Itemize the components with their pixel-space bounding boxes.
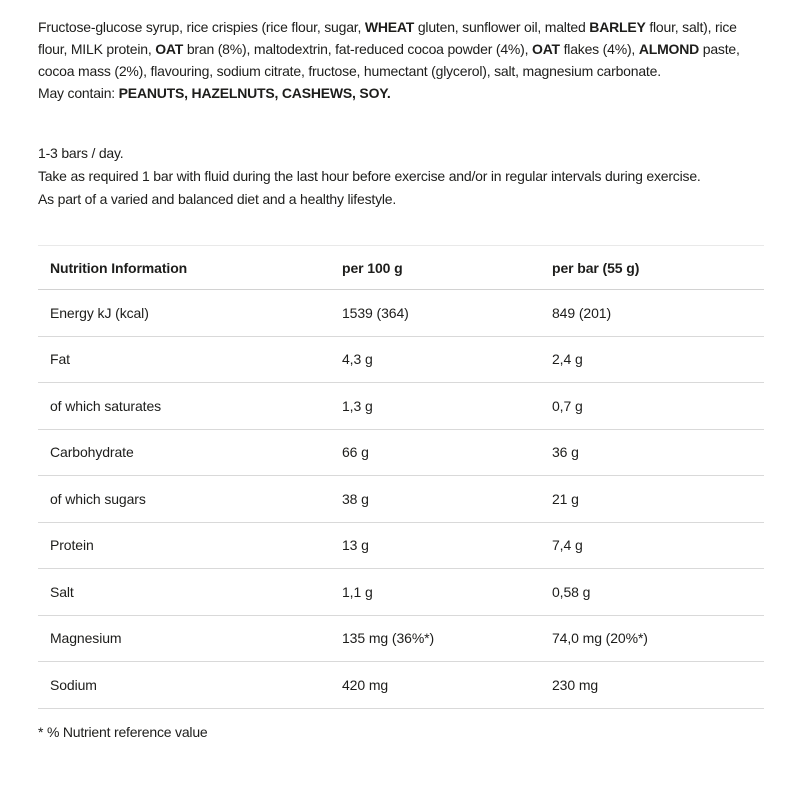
text-segment: flour, salt), rice flour, MILK protein, [38,19,737,57]
may-contain-text: May contain: PEANUTS, HAZELNUTS, CASHEWS… [38,82,764,104]
table-row-magnesium: Magnesium 135 mg (36%*) 74,0 mg (20%*) [38,616,764,662]
text-segment: May contain: [38,85,119,101]
nutrition-table: Nutrition Information per 100 g per bar … [38,245,764,709]
text-segment: flakes (4%), [559,41,639,57]
row-per-100g-value: 1539 (364) [342,304,409,321]
text-segment: paste, cocoa mass (2%), flavouring, sodi… [38,41,740,79]
table-row-sugars: of which sugars 38 g 21 g [38,476,764,523]
table-row-salt: Salt 1,1 g 0,58 g [38,569,764,616]
row-per-100g-value: 135 mg (36%*) [342,630,435,647]
row-per-bar-value: 7,4 g [552,537,583,554]
row-per-100g-value: 4,3 g [342,351,373,368]
allergen-text-segment: PEANUTS, HAZELNUTS, CASHEWS, SOY. [118,85,391,101]
nutrient-reference-footnote: * % Nutrient reference value [38,723,208,740]
usage-section: 1-3 bars / day. Take as required 1 bar w… [38,142,764,211]
row-per-100g-value: 66 g [342,444,369,461]
allergen-text-segment: WHEAT [364,19,415,35]
header-per-bar: per bar (55 g) [552,259,640,276]
usage-note-text: As part of a varied and balanced diet an… [38,191,397,207]
nutrition-table-header-row: Nutrition Information per 100 g per bar … [38,245,764,290]
row-per-bar-value: 2,4 g [552,351,583,368]
allergen-text-segment: ALMOND [638,41,700,57]
dosage-text: 1-3 bars / day. [38,145,124,161]
row-per-100g-value: 1,1 g [342,583,373,600]
table-row-protein: Protein 13 g 7,4 g [38,523,764,569]
row-per-bar-value: 230 mg [552,676,599,693]
row-per-bar-value: 0,7 g [552,397,583,414]
row-label: Carbohydrate [50,444,134,461]
row-label: of which saturates [50,397,162,414]
allergen-text-segment: OAT [155,41,184,57]
table-row-sodium: Sodium 420 mg 230 mg [38,662,764,709]
row-label: Magnesium [50,630,122,647]
row-per-100g-value: 13 g [342,537,369,554]
row-per-bar-value: 849 (201) [552,304,612,321]
row-label: of which sugars [50,490,146,507]
table-row-energy: Energy kJ (kcal) 1539 (364) 849 (201) [38,290,764,337]
row-per-bar-value: 0,58 g [552,583,591,600]
row-label: Fat [50,351,70,368]
table-row-fat: Fat 4,3 g 2,4 g [38,337,764,383]
row-per-100g-value: 38 g [342,490,369,507]
row-per-bar-value: 36 g [552,444,579,461]
allergen-text-segment: OAT [532,41,560,57]
text-segment: bran (8%), maltodextrin, fat-reduced coc… [183,41,532,57]
table-row-carbohydrate: Carbohydrate 66 g 36 g [38,430,764,476]
row-per-bar-value: 21 g [552,490,579,507]
table-row-saturates: of which saturates 1,3 g 0,7 g [38,383,764,430]
allergen-text-segment: BARLEY [589,19,646,35]
ingredients-section: Fructose-glucose syrup, rice crispies (r… [38,16,764,104]
text-segment: gluten, sunflower oil, malted [414,19,590,35]
header-per-100g: per 100 g [342,259,403,276]
header-nutrition-information: Nutrition Information [50,259,188,276]
row-label: Salt [50,583,74,600]
row-per-100g-value: 1,3 g [342,397,373,414]
ingredients-text: Fructose-glucose syrup, rice crispies (r… [38,16,764,82]
row-label: Protein [50,537,94,554]
row-per-bar-value: 74,0 mg (20%*) [552,630,648,647]
row-label: Sodium [50,676,97,693]
text-segment: Fructose-glucose syrup, rice crispies (r… [38,19,365,35]
row-label: Energy kJ (kcal) [50,304,149,321]
usage-instructions-text: Take as required 1 bar with fluid during… [38,168,701,184]
row-per-100g-value: 420 mg [342,676,389,693]
